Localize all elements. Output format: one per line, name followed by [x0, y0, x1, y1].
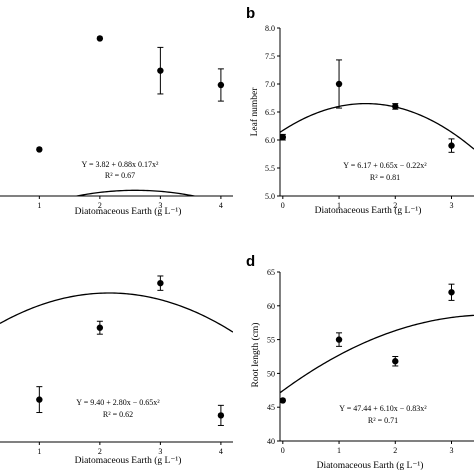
y-tick-label: 6.5 — [265, 108, 275, 117]
x-tick-label: 3 — [450, 201, 454, 210]
data-point — [96, 35, 104, 42]
x-axis-label: Diatomaceous Earth (g L⁻¹) — [75, 455, 182, 466]
panel-letter: d — [246, 253, 255, 270]
r-squared: R² = 0.71 — [368, 416, 398, 425]
fit-curve — [0, 292, 233, 333]
x-tick-label: 2 — [393, 446, 397, 455]
fit-curve — [73, 189, 198, 196]
y-tick-label: 40 — [267, 437, 275, 446]
x-tick-label: 1 — [37, 447, 41, 456]
panel-d: 0 1 2 3 40 45 50 55 60 65 Y = 47.44 + 6.10x − 0.83… — [246, 253, 474, 471]
y-tick-label: 50 — [267, 369, 275, 378]
r-squared: R² = 0.67 — [105, 171, 135, 180]
data-point — [279, 134, 287, 141]
y-tick-label: 6.0 — [265, 136, 275, 145]
panel-b: 0 1 2 3 5.0 5.5 6.0 6.5 7.0 7.5 8.0 Y = 6.17 + 0.65… — [246, 5, 474, 216]
data-point — [96, 324, 104, 331]
regression-equation: Y = 3.82 + 0.88x 0.17x² — [82, 160, 160, 169]
data-point — [157, 67, 164, 74]
x-tick-label: 4 — [219, 201, 223, 210]
data-point — [279, 397, 287, 404]
data-point — [448, 142, 455, 149]
data-point — [36, 396, 43, 403]
panel-c: 1 2 3 4 Y = 9.40 + 2.80x − 0.65x² R² = 0.62 Di… — [0, 275, 233, 466]
regression-equation: Y = 6.17 + 0.65x − 0.22x² — [343, 161, 427, 170]
data-point — [392, 103, 399, 110]
data-point — [36, 146, 43, 153]
y-tick-label: 7.5 — [265, 52, 275, 61]
panel-a: 1 2 3 4 Y = 3.82 + 0.88x 0.17x² R² = 0.67 Diat… — [0, 35, 233, 217]
data-point — [335, 80, 343, 88]
y-tick-label: 5.0 — [265, 192, 275, 201]
y-axis-label: Leaf number — [249, 87, 260, 137]
x-tick-label: 1 — [37, 201, 41, 210]
y-tick-label: 55 — [267, 336, 275, 345]
y-tick-label: 5.5 — [265, 164, 275, 173]
fit-curve — [280, 314, 474, 394]
data-point — [448, 289, 455, 296]
x-tick-label: 0 — [281, 201, 285, 210]
y-tick-label: 45 — [267, 403, 275, 412]
panel-letter: b — [246, 5, 255, 22]
x-tick-label: 1 — [337, 201, 341, 210]
data-point — [335, 336, 343, 343]
x-tick-label: 3 — [158, 447, 162, 456]
y-tick-label: 60 — [267, 302, 275, 311]
x-tick-label: 2 — [98, 447, 102, 456]
x-axis-label: Diatomaceous Earth (g L⁻¹) — [317, 460, 424, 471]
regression-equation: Y = 9.40 + 2.80x − 0.65x² — [76, 398, 160, 407]
x-tick-label: 3 — [158, 201, 162, 210]
x-tick-label: 0 — [281, 446, 285, 455]
x-tick-label: 2 — [98, 201, 102, 210]
data-point — [157, 279, 164, 287]
y-axis-label: Root length (cm) — [250, 323, 261, 388]
y-tick-label: 8.0 — [265, 24, 275, 33]
data-point — [392, 358, 399, 365]
r-squared: R² = 0.81 — [370, 173, 400, 182]
x-tick-label: 4 — [219, 447, 223, 456]
fit-curve — [280, 102, 474, 150]
y-tick-label: 7.0 — [265, 80, 275, 89]
r-squared: R² = 0.62 — [103, 410, 133, 419]
x-axis-label: Diatomaceous Earth (g L⁻¹) — [315, 205, 422, 216]
data-point — [217, 81, 225, 89]
x-tick-label: 2 — [393, 201, 397, 210]
y-tick-label: 65 — [267, 268, 275, 277]
x-axis-label: Diatomaceous Earth (g L⁻¹) — [75, 206, 182, 217]
x-tick-label: 1 — [337, 446, 341, 455]
regression-equation: Y = 47.44 + 6.10x − 0.83x² — [339, 404, 427, 413]
x-tick-label: 3 — [450, 446, 454, 455]
data-point — [217, 412, 225, 419]
